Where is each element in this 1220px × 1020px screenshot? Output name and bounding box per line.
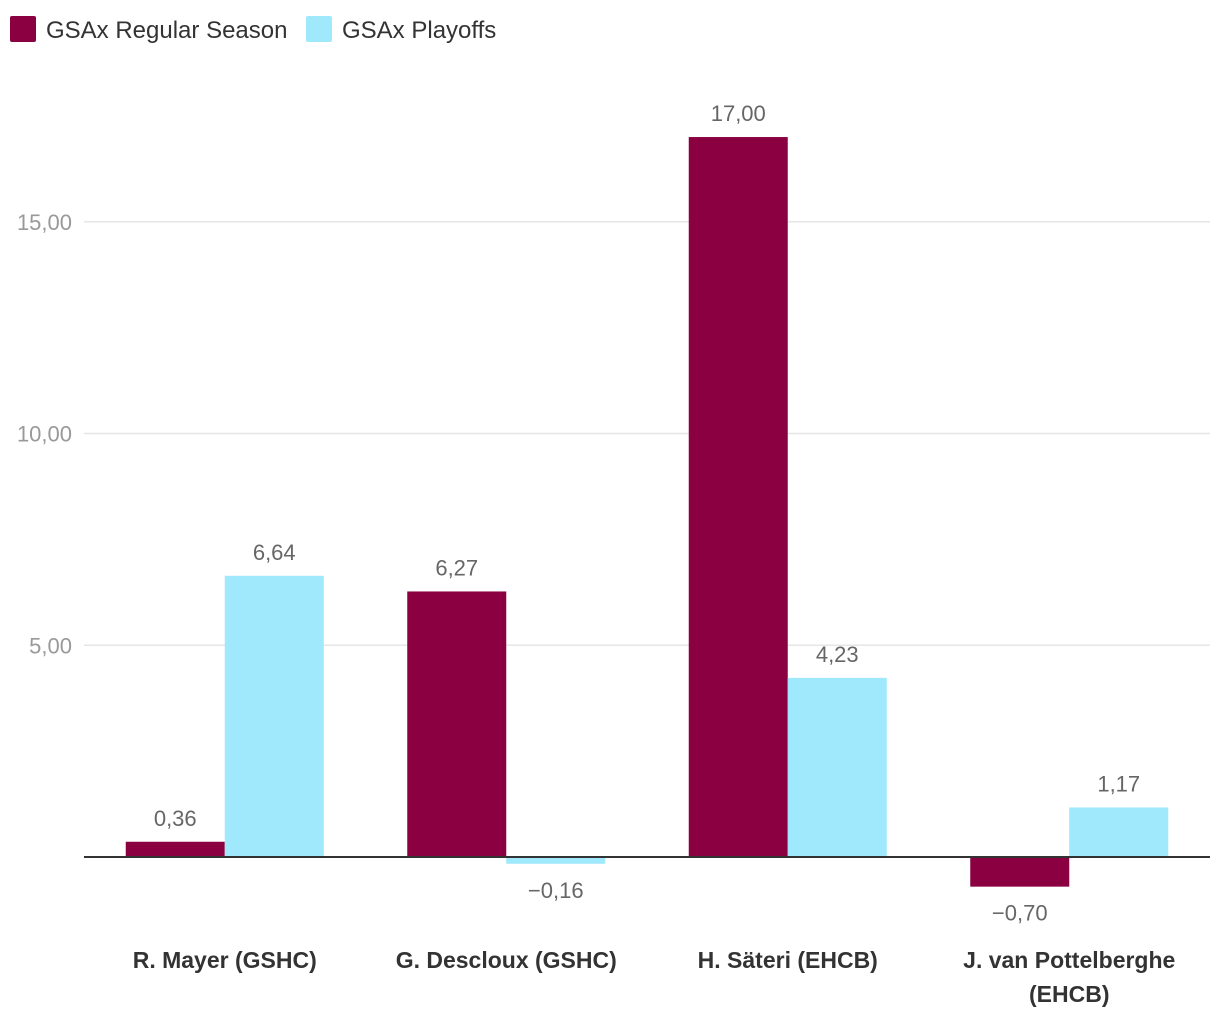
y-tick-label: 15,00 [17, 210, 72, 235]
data-label-gsax-playoffs-h-s-teri-ehcb: 4,23 [816, 642, 859, 667]
category-label-j-van-pottelberghe: J. van Pottelberghe (EHCB) [963, 947, 1175, 1007]
legend-label-gsax-regular-season[interactable]: GSAx Regular Season [46, 17, 287, 44]
bar-gsax-playoffs-r-mayer-gshc[interactable] [224, 575, 324, 857]
bar-gsax-playoffs-h-s-teri-ehcb[interactable] [787, 677, 887, 857]
legend-swatch-gsax-playoffs[interactable] [306, 16, 332, 42]
bar-gsax-regular-season-h-s-teri-ehcb[interactable] [688, 137, 788, 858]
category-labels: R. Mayer (GSHC) G. Descloux (GSHC) H. Säte… [133, 947, 1176, 1007]
bar-gsax-regular-season-g-descloux-gshc[interactable] [407, 591, 507, 857]
category-label-r-mayer-gshc: R. Mayer (GSHC) [133, 947, 317, 973]
bar-gsax-regular-season-r-mayer-gshc[interactable] [125, 841, 225, 857]
gridlines: 5,00 10,00 15,00 [17, 210, 1210, 658]
data-label-gsax-playoffs-g-descloux-gshc: −0,16 [528, 878, 584, 903]
data-label-gsax-regular-season-g-descloux-gshc: 6,27 [435, 555, 478, 580]
legend-swatch-gsax-regular-season[interactable] [10, 16, 36, 42]
data-label-gsax-regular-season-j-van-pottelberghe: −0,70 [992, 901, 1048, 926]
legend-label-gsax-playoffs[interactable]: GSAx Playoffs [342, 17, 496, 44]
bar-gsax-regular-season-j-van-pottelberghe[interactable] [970, 857, 1070, 887]
data-labels: 0,36 6,64 6,27 −0,16 17,00 4,23 −0,70 1,17 [154, 101, 1140, 926]
y-tick-label: 5,00 [29, 633, 72, 658]
bar-gsax-playoffs-j-van-pottelberghe[interactable] [1069, 807, 1169, 857]
category-label-g-descloux-gshc: G. Descloux (GSHC) [396, 947, 617, 973]
data-label-gsax-playoffs-j-van-pottelberghe: 1,17 [1097, 771, 1140, 796]
data-label-gsax-regular-season-h-s-teri-ehcb: 17,00 [711, 101, 766, 126]
data-label-gsax-playoffs-r-mayer-gshc: 6,64 [253, 540, 296, 565]
legend[interactable]: GSAx Regular Season GSAx Playoffs [10, 16, 496, 44]
category-label-h-s-teri-ehcb: H. Säteri (EHCB) [698, 947, 878, 973]
data-label-gsax-regular-season-r-mayer-gshc: 0,36 [154, 806, 197, 831]
bar-gsax-playoffs-g-descloux-gshc[interactable] [506, 857, 606, 864]
y-tick-label: 10,00 [17, 422, 72, 447]
bars [125, 137, 1169, 887]
